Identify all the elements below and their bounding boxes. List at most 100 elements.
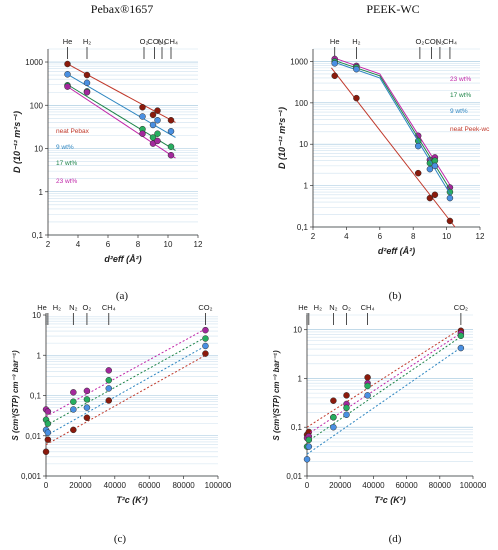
fit-line-3 bbox=[330, 67, 456, 228]
data-point bbox=[167, 151, 175, 159]
fit-line-2 bbox=[334, 61, 453, 197]
x-tick-label: 12 bbox=[476, 232, 485, 241]
legend-entry: 17 wt% bbox=[56, 160, 78, 167]
data-point bbox=[331, 72, 338, 80]
data-point bbox=[343, 392, 350, 399]
data-point bbox=[426, 194, 434, 202]
data-point bbox=[353, 65, 360, 73]
data-point bbox=[331, 60, 338, 67]
x-tick-label: 4 bbox=[76, 240, 81, 249]
y-axis-label: S (cm³(STP) cm⁻³ bar⁻¹) bbox=[11, 350, 20, 441]
data-point bbox=[446, 194, 454, 202]
data-point bbox=[154, 137, 161, 145]
fit-line-1 bbox=[45, 336, 206, 426]
gas-label: O₂ bbox=[83, 303, 92, 312]
data-point bbox=[83, 79, 91, 87]
gas-label: CO₂ bbox=[454, 303, 468, 312]
gas-label: CH₄ bbox=[443, 37, 457, 46]
y-axis-label: S (cm³(STP) cm⁻³ bar⁻¹) bbox=[272, 350, 281, 441]
data-point bbox=[167, 143, 175, 150]
panel-title: PEEK-WC bbox=[366, 2, 419, 16]
data-point bbox=[83, 414, 91, 422]
gridlines bbox=[46, 316, 218, 477]
y-tick-label: 10 bbox=[32, 311, 41, 320]
data-point bbox=[426, 165, 434, 173]
data-point bbox=[139, 103, 146, 111]
data-point bbox=[330, 423, 337, 431]
x-axis-label: d²eff (Å²) bbox=[104, 254, 141, 264]
data-point bbox=[70, 406, 77, 413]
fit-line-0 bbox=[306, 328, 462, 428]
data-point bbox=[446, 217, 454, 225]
x-tick-label: 2 bbox=[46, 240, 51, 249]
gas-label: He bbox=[330, 37, 340, 46]
y-tick-label: 100 bbox=[295, 99, 309, 108]
gas-label: He bbox=[63, 37, 73, 46]
y-tick-label: 0,01 bbox=[25, 432, 41, 441]
data-point bbox=[42, 448, 50, 456]
y-tick-label: 1000 bbox=[290, 57, 308, 66]
data-point bbox=[305, 443, 313, 450]
x-tick-label: 8 bbox=[136, 240, 141, 249]
fit-line-1 bbox=[306, 332, 462, 436]
fit-line-0 bbox=[334, 57, 453, 188]
data-point bbox=[83, 396, 91, 403]
gas-label: CH₄ bbox=[102, 303, 116, 312]
gas-label: He bbox=[37, 303, 47, 312]
data-point bbox=[431, 191, 439, 199]
x-axis-label: T²c (K²) bbox=[116, 495, 148, 505]
legend-entry: neat Pebax bbox=[56, 128, 90, 135]
fit-line-1 bbox=[334, 60, 453, 193]
data-point bbox=[154, 107, 161, 114]
data-point bbox=[83, 404, 91, 411]
gas-label: CO₂ bbox=[424, 37, 438, 46]
y-tick-label: 10 bbox=[299, 140, 308, 149]
y-tick-label: 0,1 bbox=[30, 392, 42, 401]
y-tick-label: 1 bbox=[37, 351, 42, 360]
y-axis-label: D (10⁻¹² m²s⁻¹) bbox=[12, 111, 22, 173]
data-point bbox=[149, 111, 157, 119]
data-point bbox=[364, 374, 371, 381]
data-point bbox=[83, 387, 91, 395]
data-point bbox=[154, 130, 161, 137]
data-point bbox=[202, 335, 209, 342]
data-point bbox=[70, 389, 77, 396]
gas-label: N₂ bbox=[69, 303, 77, 312]
data-point bbox=[139, 113, 146, 120]
x-tick-label: 0 bbox=[44, 481, 49, 490]
data-point bbox=[202, 350, 209, 357]
chart-panel-a: Pebax®1657 (a) 2 4 6 8 10 12 0,1 1 10 100 1000 d²eff … bbox=[12, 2, 203, 302]
data-point bbox=[149, 121, 157, 129]
data-point bbox=[44, 436, 52, 443]
chart-panel-d: (d) 0 20000 40000 60000 80000 100000 0,01 0,1 1 10… bbox=[272, 303, 487, 545]
data-point bbox=[44, 420, 52, 427]
y-tick-label: 10 bbox=[34, 145, 43, 154]
x-tick-label: 20000 bbox=[69, 481, 92, 490]
chart-panel-b: PEEK-WC (b) 2 4 6 8 10 12 0,1 1 10 100 1000 d²eff (Å²… bbox=[277, 2, 490, 302]
data-point bbox=[343, 411, 350, 419]
gas-label: He bbox=[298, 303, 308, 312]
y-tick-label: 1 bbox=[298, 374, 303, 383]
x-tick-label: 6 bbox=[378, 232, 383, 241]
y-axis-label: D (10⁻¹² m²s⁻¹) bbox=[277, 107, 287, 169]
data-point bbox=[139, 130, 146, 137]
data-point bbox=[64, 71, 71, 78]
gas-label: CH₄ bbox=[164, 37, 178, 46]
data-point bbox=[343, 404, 350, 412]
x-tick-label: 6 bbox=[106, 240, 111, 249]
data-point bbox=[330, 414, 337, 421]
gas-label: CO₂ bbox=[147, 37, 161, 46]
data-point bbox=[44, 429, 52, 436]
x-tick-label: 80000 bbox=[429, 481, 452, 490]
gas-label: N₂ bbox=[436, 37, 444, 46]
gas-label: N₂ bbox=[158, 37, 166, 46]
gridlines bbox=[48, 48, 198, 236]
y-tick-label: 0,1 bbox=[297, 223, 309, 232]
panel-caption: (b) bbox=[389, 290, 402, 302]
x-tick-label: 20000 bbox=[329, 481, 352, 490]
fit-line-2 bbox=[45, 345, 206, 437]
data-point bbox=[64, 83, 71, 90]
y-tick-label: 1000 bbox=[25, 58, 43, 67]
data-point bbox=[105, 397, 113, 404]
data-point bbox=[414, 169, 422, 177]
